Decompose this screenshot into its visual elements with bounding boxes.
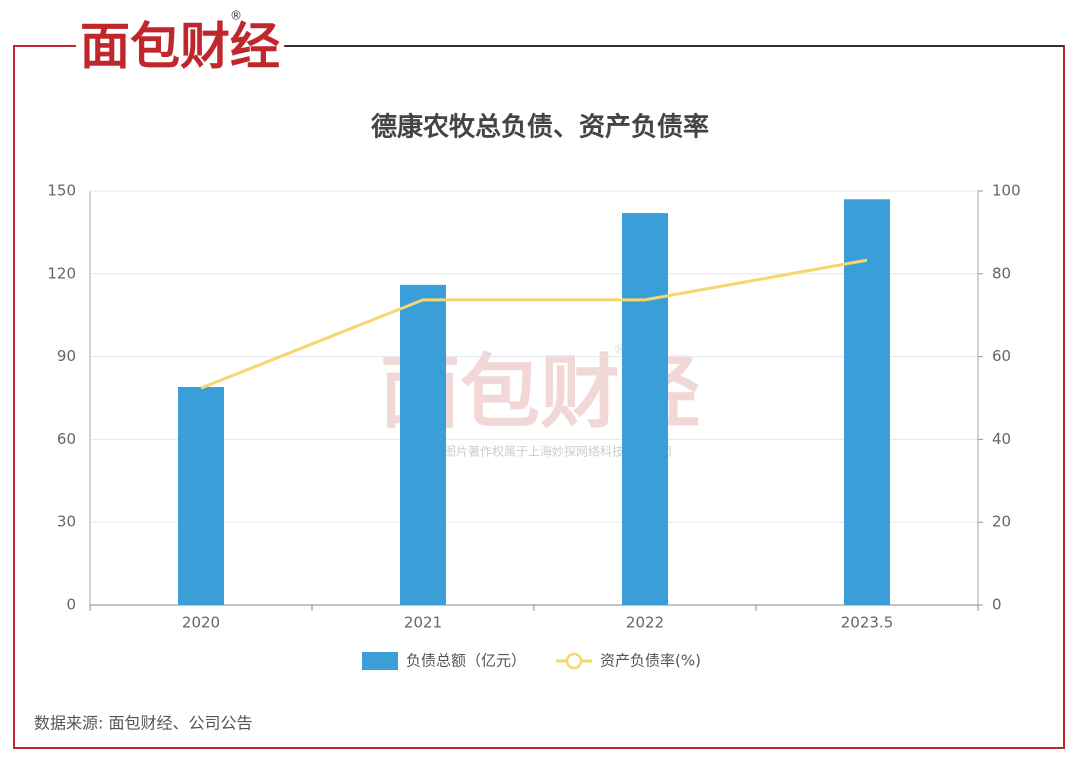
x-tick-label: 2022 bbox=[626, 614, 664, 632]
x-tick-label: 2020 bbox=[182, 614, 220, 632]
y-tick-label: 120 bbox=[47, 264, 76, 282]
y2-tick-label: 20 bbox=[992, 513, 1011, 531]
bar bbox=[400, 284, 446, 605]
source: 数据来源: 面包财经、公司公告 bbox=[34, 714, 252, 733]
legend-label: 负债总额（亿元） bbox=[406, 652, 526, 670]
y2-tick-label: 100 bbox=[992, 182, 1021, 200]
watermark-text: 本图表图片著作权属于上海妙探网络科技有限公司 bbox=[408, 444, 672, 459]
y2-tick-label: 0 bbox=[992, 596, 1002, 614]
logo: 面包财经 bbox=[80, 18, 280, 76]
bar bbox=[622, 213, 668, 605]
legend-swatch-marker bbox=[565, 652, 583, 670]
legend-swatch bbox=[362, 652, 398, 670]
x-tick-label: 2023.5 bbox=[841, 614, 894, 632]
line bbox=[200, 258, 868, 390]
y2-tick-label: 40 bbox=[992, 430, 1011, 448]
bar bbox=[178, 386, 224, 605]
y-tick-label: 0 bbox=[66, 596, 76, 614]
bar bbox=[844, 199, 890, 605]
y-tick-label: 60 bbox=[57, 430, 76, 448]
legend-label: 资产负债率(%) bbox=[600, 652, 701, 670]
y-tick-label: 150 bbox=[47, 182, 76, 200]
y-tick-label: 30 bbox=[57, 513, 76, 531]
chart-title: 德康农牧总负债、资产负债率 bbox=[371, 112, 709, 143]
x-tick-label: 2021 bbox=[404, 614, 442, 632]
logo-backdrop bbox=[76, 20, 284, 74]
y2-tick-label: 80 bbox=[992, 264, 1011, 282]
y-tick-label: 90 bbox=[57, 347, 76, 365]
y2-tick-label: 60 bbox=[992, 347, 1011, 365]
logo-mark: ® bbox=[230, 9, 242, 23]
